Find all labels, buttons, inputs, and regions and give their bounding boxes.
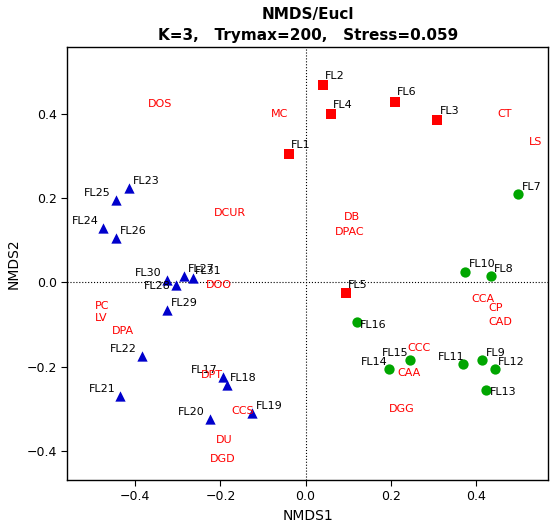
Text: FL15: FL15	[382, 348, 408, 358]
Text: DU: DU	[216, 435, 233, 445]
Text: FL21: FL21	[89, 384, 115, 394]
Text: DGD: DGD	[210, 454, 235, 464]
Point	[163, 276, 171, 285]
Text: DPA: DPA	[112, 326, 134, 336]
Text: DOO: DOO	[205, 279, 231, 289]
Text: LV: LV	[95, 313, 108, 323]
Text: FL28: FL28	[144, 281, 171, 292]
Text: FL10: FL10	[468, 259, 495, 269]
Point	[327, 110, 336, 118]
Text: FL25: FL25	[84, 188, 111, 198]
Text: FL24: FL24	[72, 216, 98, 226]
Text: FL22: FL22	[110, 344, 137, 354]
Point	[112, 234, 120, 243]
Point	[205, 415, 214, 423]
Text: FL6: FL6	[397, 87, 417, 98]
Text: FL27: FL27	[188, 264, 215, 274]
Text: FL31: FL31	[195, 266, 221, 276]
Text: FL8: FL8	[494, 264, 514, 274]
Point	[223, 381, 231, 390]
Text: PC: PC	[95, 301, 109, 311]
Point	[163, 305, 171, 314]
Text: CCS: CCS	[231, 405, 254, 416]
Point	[318, 81, 327, 89]
Text: FL5: FL5	[348, 279, 368, 289]
Text: MC: MC	[271, 109, 289, 119]
Text: FL11: FL11	[437, 352, 464, 363]
Text: CAA: CAA	[397, 368, 420, 378]
Text: CP: CP	[488, 303, 503, 313]
Point	[112, 196, 120, 205]
Text: CCC: CCC	[408, 342, 431, 352]
Point	[458, 360, 467, 369]
Point	[124, 183, 133, 192]
Point	[284, 150, 293, 158]
Point	[391, 98, 400, 106]
Point	[341, 289, 350, 297]
Text: CAD: CAD	[488, 317, 512, 328]
Point	[514, 190, 523, 198]
Title: NMDS/Eucl
K=3,   Trymax=200,   Stress=0.059: NMDS/Eucl K=3, Trymax=200, Stress=0.059	[158, 7, 458, 43]
Text: FL2: FL2	[325, 70, 345, 81]
X-axis label: NMDS1: NMDS1	[282, 509, 333, 523]
Point	[180, 272, 189, 280]
Text: FL7: FL7	[522, 182, 542, 192]
Text: DCUR: DCUR	[214, 208, 246, 218]
Text: CT: CT	[497, 109, 512, 119]
Text: DOS: DOS	[148, 99, 173, 109]
Text: FL30: FL30	[135, 268, 162, 278]
Text: DPT: DPT	[201, 370, 223, 380]
Y-axis label: NMDS2: NMDS2	[7, 238, 21, 289]
Point	[482, 385, 491, 394]
Text: FL18: FL18	[230, 373, 257, 383]
Point	[433, 116, 442, 125]
Point	[478, 356, 487, 365]
Text: FL12: FL12	[498, 357, 525, 367]
Text: FL16: FL16	[360, 320, 387, 330]
Point	[218, 373, 227, 381]
Text: FL14: FL14	[361, 357, 387, 367]
Point	[248, 409, 257, 417]
Point	[384, 365, 393, 373]
Point	[137, 352, 146, 360]
Point	[405, 356, 414, 365]
Point	[188, 274, 197, 282]
Text: FL26: FL26	[120, 226, 147, 236]
Text: FL4: FL4	[333, 100, 353, 110]
Text: FL1: FL1	[291, 140, 310, 150]
Text: LS: LS	[529, 137, 542, 146]
Text: FL3: FL3	[440, 107, 459, 116]
Text: CCA: CCA	[472, 294, 495, 304]
Text: FL29: FL29	[171, 298, 198, 307]
Point	[461, 268, 470, 276]
Point	[99, 224, 108, 232]
Text: FL19: FL19	[256, 401, 282, 411]
Text: DB: DB	[344, 212, 360, 222]
Point	[116, 392, 125, 400]
Point	[486, 272, 495, 280]
Text: FL17: FL17	[191, 365, 218, 375]
Text: DGG: DGG	[388, 403, 414, 413]
Text: FL13: FL13	[490, 387, 516, 397]
Text: FL23: FL23	[133, 175, 159, 186]
Text: FL9: FL9	[486, 348, 505, 358]
Point	[352, 318, 361, 326]
Text: DPAC: DPAC	[335, 227, 365, 237]
Point	[171, 280, 180, 289]
Text: FL20: FL20	[178, 407, 205, 417]
Point	[491, 365, 500, 373]
